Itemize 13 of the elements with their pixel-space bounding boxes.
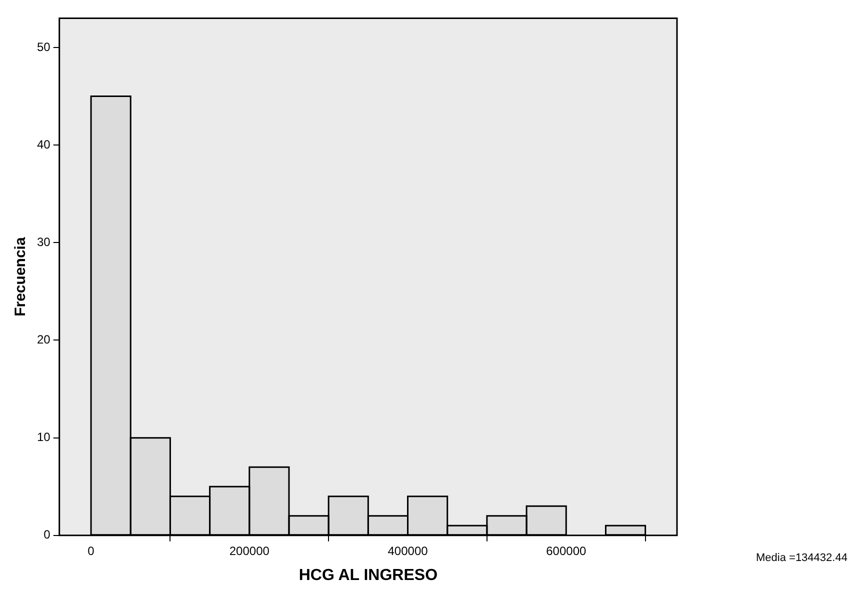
y-axis-title: Frecuencia — [12, 236, 30, 316]
y-tick-label: 40 — [36, 137, 51, 152]
y-tick-label: 0 — [44, 528, 51, 542]
y-tick-label: 20 — [36, 332, 51, 347]
y-tick-label: 10 — [36, 430, 51, 444]
text: Media =134432.44 — [756, 552, 848, 564]
x-tick-label: 400000 — [388, 544, 428, 558]
x-tick-label: 600000 — [546, 544, 586, 558]
y-tick-label: 50 — [36, 40, 51, 54]
y-tick-label: 30 — [36, 234, 51, 249]
x-tick-label: 200000 — [229, 544, 270, 558]
x-tick-label: 0 — [88, 544, 95, 558]
x-axis-title: HCG AL INGRESO — [298, 566, 438, 584]
